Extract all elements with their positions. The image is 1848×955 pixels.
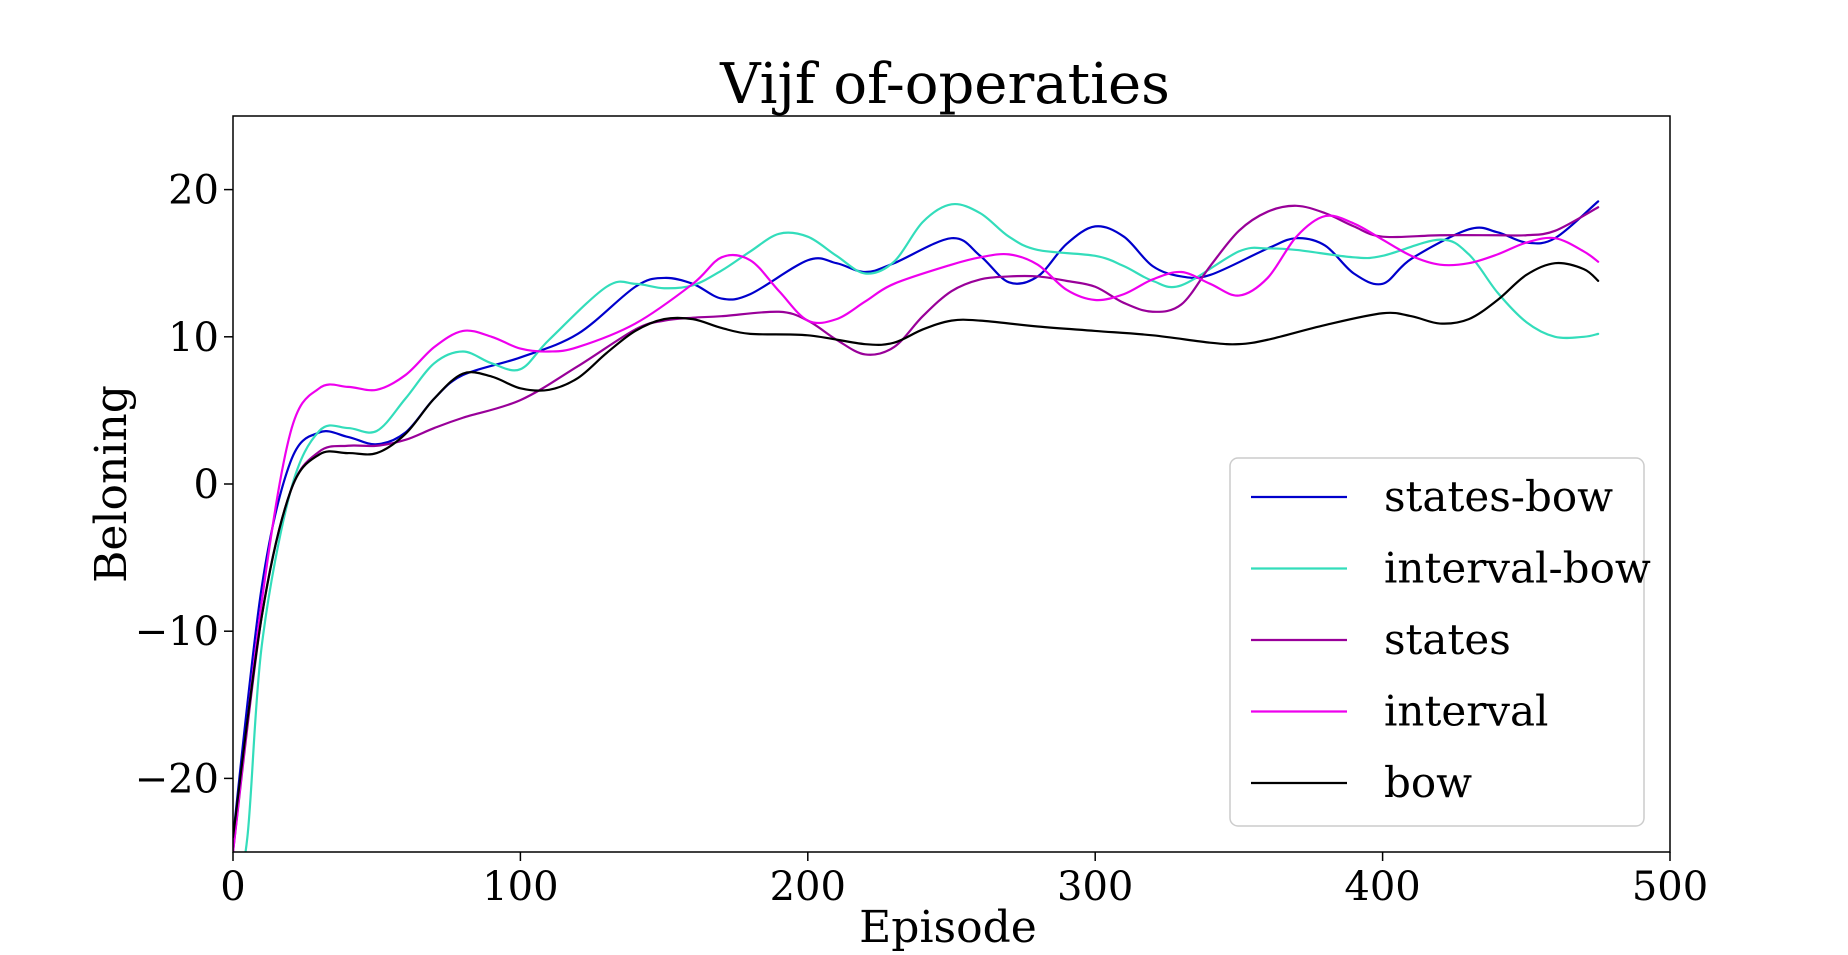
y-tick-label: 0 [194, 462, 219, 508]
y-tick-label: 20 [168, 168, 219, 214]
series-line-interval-bow [244, 202, 1600, 852]
x-axis: 0 100 200 300 400 500 [220, 852, 1708, 910]
y-tick-label: −20 [135, 756, 219, 802]
x-tick-label: 300 [1057, 864, 1133, 910]
y-axis-label: Beloning [86, 385, 137, 583]
legend-label-interval-bow: interval-bow [1384, 544, 1651, 593]
y-axis: −20 −10 0 10 20 [135, 168, 233, 802]
legend-label-interval: interval [1384, 687, 1549, 736]
legend-label-bow: bow [1384, 758, 1472, 807]
legend-box [1229, 457, 1645, 827]
legend-label-states-bow: states-bow [1384, 472, 1613, 521]
chart-title: Vijf of-operaties [719, 52, 1170, 117]
x-tick-label: 0 [220, 864, 245, 910]
legend: states-bow interval-bow states interval bow [1229, 457, 1651, 827]
series-group [233, 200, 1600, 852]
series-line-interval [233, 214, 1600, 852]
x-axis-label: Episode [859, 902, 1037, 953]
x-tick-label: 400 [1344, 864, 1420, 910]
x-tick-label: 200 [770, 864, 846, 910]
y-tick-label: 10 [168, 315, 219, 361]
x-tick-label: 500 [1632, 864, 1708, 910]
legend-label-states: states [1384, 615, 1511, 664]
x-tick-label: 100 [482, 864, 558, 910]
series-line-bow [233, 261, 1600, 839]
series-line-states-bow [233, 200, 1600, 839]
y-tick-label: −10 [135, 609, 219, 655]
series-line-states [233, 204, 1600, 852]
